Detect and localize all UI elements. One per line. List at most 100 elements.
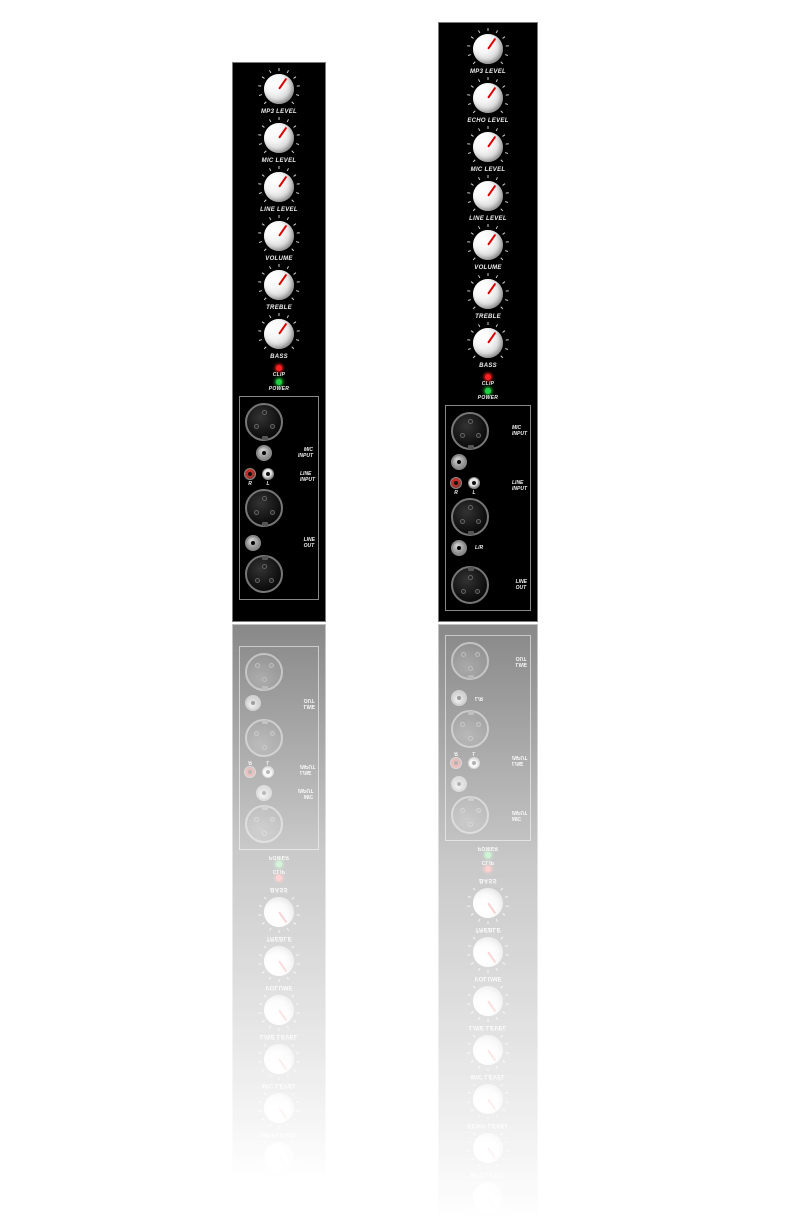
status-text: CLIP bbox=[482, 381, 495, 387]
status-leds: CLIP POWER bbox=[233, 854, 325, 881]
io-section: MICINPUT RL LINEINPUT LINEOUT bbox=[239, 646, 319, 850]
io-label: LINEOUT bbox=[516, 579, 527, 591]
rca-pair: RL bbox=[449, 476, 481, 496]
io-label: R bbox=[243, 759, 257, 765]
knob-echo-level[interactable]: ECHO LEVEL bbox=[467, 80, 508, 127]
xlr-female[interactable] bbox=[451, 796, 489, 834]
xlr-male[interactable] bbox=[245, 555, 283, 593]
knob-bass[interactable]: BASS bbox=[470, 325, 506, 372]
io-label: LINEINPUT bbox=[512, 754, 527, 766]
io-label: MICINPUT bbox=[512, 425, 527, 437]
knob-mic-level[interactable]: MIC LEVEL bbox=[261, 120, 297, 167]
io-label: LINEOUT bbox=[304, 537, 315, 549]
status-text: POWER bbox=[478, 395, 498, 401]
rca-jack[interactable] bbox=[244, 766, 256, 778]
mixer-panel-left: MP3 LEVELMIC LEVELLINE LEVELVOLUMETREBLE… bbox=[232, 62, 326, 622]
io-label: R bbox=[449, 490, 463, 496]
knob-bass[interactable]: BASS bbox=[261, 316, 297, 363]
xlr-female[interactable] bbox=[245, 805, 283, 843]
io-section: MICINPUTRLLINEINPUTL/RLINEOUT bbox=[445, 405, 531, 611]
rca-jack[interactable] bbox=[450, 477, 462, 489]
mixer-panel-right: MP3 LEVELECHO LEVELMIC LEVELLINE LEVELVO… bbox=[438, 22, 538, 622]
status-text: POWER bbox=[269, 854, 289, 860]
led-power bbox=[485, 852, 491, 858]
knob-volume[interactable]: VOLUME bbox=[261, 218, 297, 265]
status-text: POWER bbox=[269, 386, 289, 392]
io-label: LINEINPUT bbox=[512, 480, 527, 492]
io-label: MICINPUT bbox=[298, 787, 313, 799]
status-leds: CLIP POWER bbox=[233, 365, 325, 392]
knob-treble[interactable]: TREBLE bbox=[261, 267, 297, 314]
knob-mp3-level[interactable]: MP3 LEVEL bbox=[470, 31, 506, 78]
xlr-female[interactable] bbox=[245, 403, 283, 441]
rca-jack[interactable] bbox=[450, 757, 462, 769]
rca-jack[interactable] bbox=[468, 477, 480, 489]
knob-line-level[interactable]: LINE LEVEL bbox=[260, 169, 298, 216]
io-label: MICINPUT bbox=[512, 809, 527, 821]
knob-line-level[interactable]: LINE LEVEL bbox=[469, 178, 507, 225]
knob-column: MP3 LEVELMIC LEVELLINE LEVELVOLUMETREBLE… bbox=[233, 883, 325, 1175]
rca-jack[interactable] bbox=[244, 468, 256, 480]
io-label: LINEOUT bbox=[516, 655, 527, 667]
rca-jack[interactable] bbox=[262, 468, 274, 480]
io-label: L/R bbox=[475, 695, 483, 701]
io-label: MICINPUT bbox=[298, 447, 313, 459]
knob-line-level[interactable]: LINE LEVEL bbox=[260, 1030, 298, 1077]
xlr-female[interactable] bbox=[451, 498, 489, 536]
trs-line-out[interactable] bbox=[245, 535, 261, 551]
trs-line-out[interactable] bbox=[245, 695, 261, 711]
rca-jack[interactable] bbox=[262, 766, 274, 778]
led-clip bbox=[276, 875, 282, 881]
xlr-female[interactable] bbox=[451, 710, 489, 748]
knob-mic-level[interactable]: MIC LEVEL bbox=[470, 1070, 506, 1117]
knob-volume[interactable]: VOLUME bbox=[261, 981, 297, 1028]
led-power bbox=[485, 388, 491, 394]
status-leds: CLIP POWER bbox=[439, 374, 537, 401]
xlr-female[interactable] bbox=[245, 719, 283, 757]
trs-mic[interactable] bbox=[451, 454, 467, 470]
status-text: POWER bbox=[478, 845, 498, 851]
knob-treble[interactable]: TREBLE bbox=[470, 276, 506, 323]
trs-mic[interactable] bbox=[256, 445, 272, 461]
knob-echo-level[interactable]: ECHO LEVEL bbox=[467, 1119, 508, 1166]
knob-mp3-level[interactable]: MP3 LEVEL bbox=[261, 1128, 297, 1175]
io-label: R bbox=[449, 750, 463, 756]
io-label: L bbox=[467, 750, 481, 756]
io-label: LINEINPUT bbox=[300, 471, 315, 483]
xlr-male[interactable] bbox=[451, 642, 489, 680]
rca-pair: RL bbox=[449, 750, 481, 770]
knob-mp3-level[interactable]: MP3 LEVEL bbox=[470, 1168, 506, 1215]
io-label: L bbox=[261, 759, 275, 765]
trs-mic[interactable] bbox=[256, 785, 272, 801]
mixer-panel-left-reflection: MP3 LEVELMIC LEVELLINE LEVELVOLUMETREBLE… bbox=[232, 624, 326, 1184]
xlr-female[interactable] bbox=[451, 412, 489, 450]
rca-pair: RL bbox=[243, 759, 275, 779]
trs-lr[interactable] bbox=[451, 690, 467, 706]
io-section: MICINPUT RL LINEINPUT L/R LINEOUT bbox=[445, 635, 531, 841]
knob-volume[interactable]: VOLUME bbox=[470, 972, 506, 1019]
xlr-male[interactable] bbox=[245, 653, 283, 691]
knob-mic-level[interactable]: MIC LEVEL bbox=[470, 129, 506, 176]
status-text: CLIP bbox=[482, 859, 495, 865]
knob-bass[interactable]: BASS bbox=[470, 874, 506, 921]
led-clip bbox=[485, 374, 491, 380]
knob-bass[interactable]: BASS bbox=[261, 883, 297, 930]
xlr-male[interactable] bbox=[451, 566, 489, 604]
io-label: LINEINPUT bbox=[300, 763, 315, 775]
rca-jack[interactable] bbox=[468, 757, 480, 769]
knob-treble[interactable]: TREBLE bbox=[470, 923, 506, 970]
io-label: LINEOUT bbox=[304, 697, 315, 709]
knob-volume[interactable]: VOLUME bbox=[470, 227, 506, 274]
trs-mic[interactable] bbox=[451, 776, 467, 792]
trs-lr[interactable] bbox=[451, 540, 467, 556]
status-text: CLIP bbox=[273, 868, 286, 874]
knob-mic-level[interactable]: MIC LEVEL bbox=[261, 1079, 297, 1126]
led-clip bbox=[276, 365, 282, 371]
xlr-female[interactable] bbox=[245, 489, 283, 527]
knob-column: MP3 LEVELMIC LEVELLINE LEVELVOLUMETREBLE… bbox=[233, 71, 325, 363]
knob-line-level[interactable]: LINE LEVEL bbox=[469, 1021, 507, 1068]
knob-treble[interactable]: TREBLE bbox=[261, 932, 297, 979]
knob-mp3-level[interactable]: MP3 LEVEL bbox=[261, 71, 297, 118]
status-leds: CLIP POWER bbox=[439, 845, 537, 872]
status-text: CLIP bbox=[273, 372, 286, 378]
